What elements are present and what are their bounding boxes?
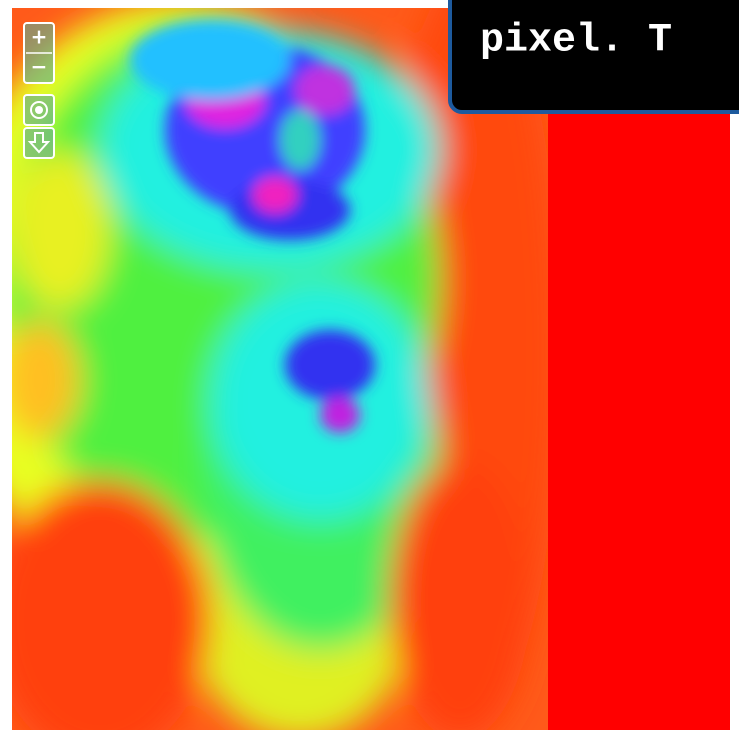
tooltip: pixel. T [450,0,739,112]
zoom-in-button[interactable]: + [31,25,48,49]
zoom-out-button[interactable]: − [31,55,48,79]
heatmap-edge [548,8,730,730]
locate-dot [35,106,43,114]
tooltip-text: pixel. T [480,19,672,64]
map-view: + − pixel. T [0,0,739,739]
locate-button[interactable] [24,95,54,125]
download-button[interactable] [24,128,54,158]
